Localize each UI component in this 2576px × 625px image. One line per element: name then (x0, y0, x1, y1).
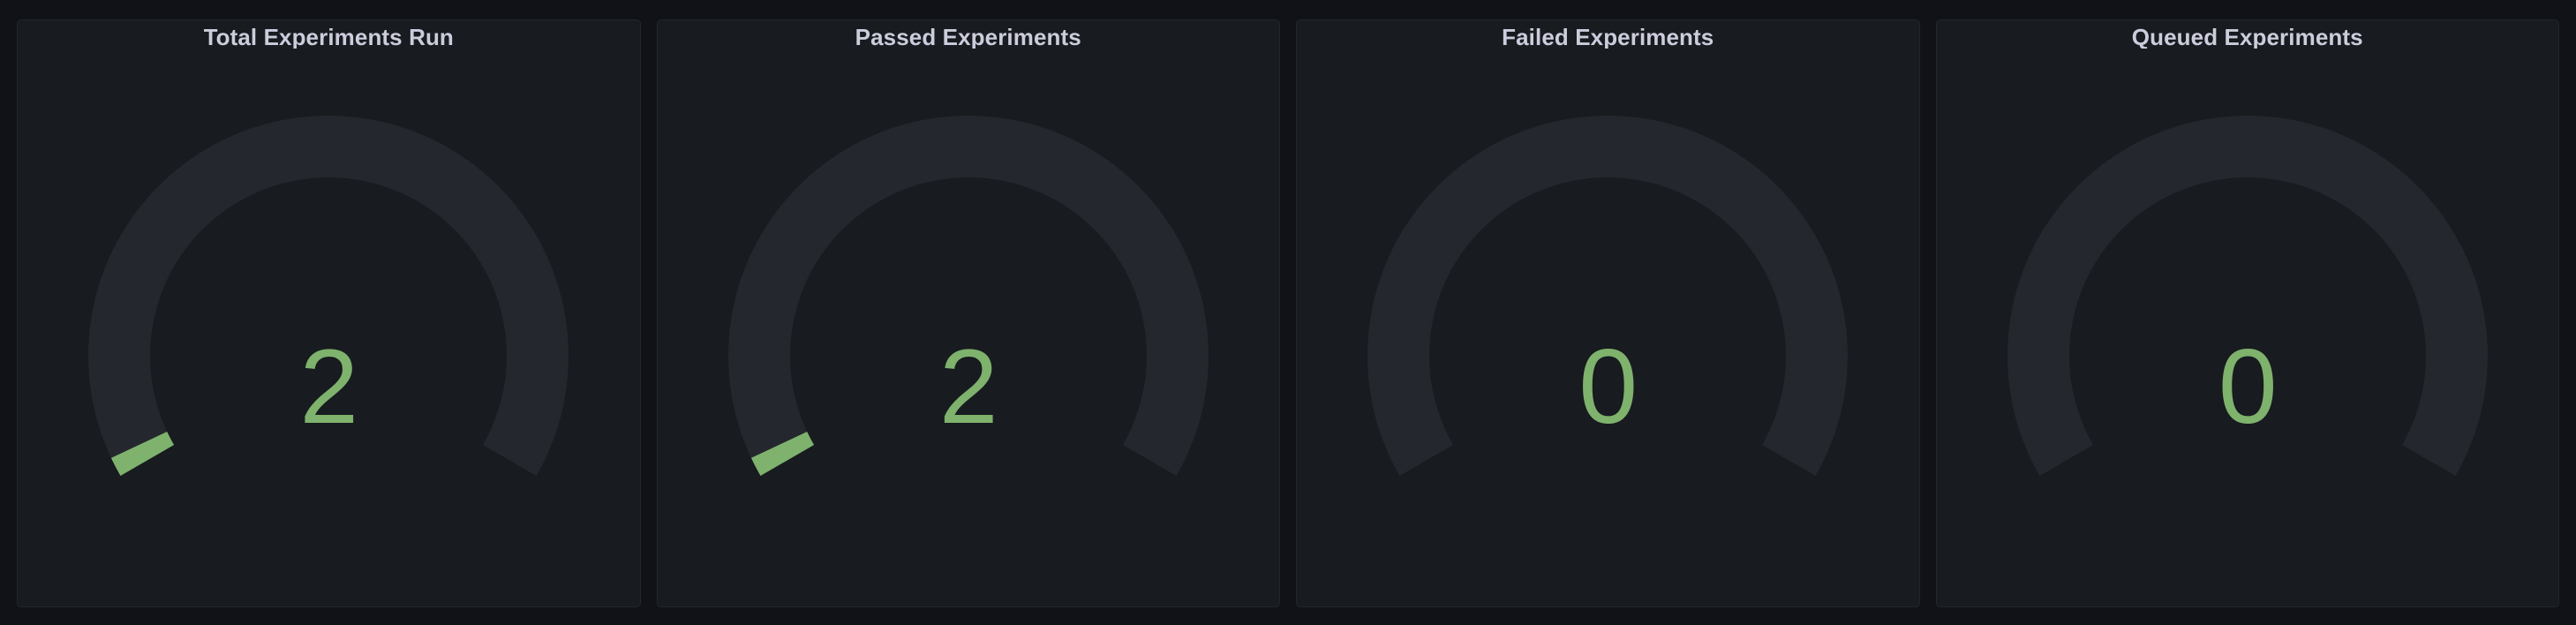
gauge-fill (111, 432, 175, 476)
gauge-panel[interactable]: Queued Experiments 0 (1935, 19, 2559, 607)
panel-body: 2 (658, 54, 1280, 606)
panel-body: 0 (1297, 54, 1919, 606)
panel-title: Queued Experiments (2131, 26, 2363, 49)
gauge: 2 (695, 73, 1242, 568)
panel-title: Passed Experiments (855, 26, 1081, 49)
gauge-fill (750, 432, 814, 476)
gauge-panel[interactable]: Failed Experiments 0 (1296, 19, 1920, 607)
gauge-arc-svg (727, 116, 1209, 477)
panel-header[interactable]: Passed Experiments (658, 20, 1280, 54)
panel-header[interactable]: Failed Experiments (1297, 20, 1919, 54)
gauge-arc-svg (2007, 116, 2488, 477)
gauge-panel[interactable]: Total Experiments Run 2 (17, 19, 641, 607)
panel-body: 0 (1937, 54, 2559, 606)
panel-title: Total Experiments Run (203, 26, 454, 49)
gauge-panel[interactable]: Passed Experiments 2 (656, 19, 1280, 607)
gauge: 0 (1974, 73, 2521, 568)
panel-body: 2 (18, 54, 640, 606)
gauge-track (88, 116, 569, 477)
gauge-track (727, 116, 1209, 477)
panel-header[interactable]: Queued Experiments (1937, 20, 2559, 54)
gauge-arc-svg (1367, 116, 1849, 477)
gauge: 0 (1334, 73, 1881, 568)
panel-title: Failed Experiments (1502, 26, 1714, 49)
gauge-track (1367, 116, 1849, 477)
panel-header[interactable]: Total Experiments Run (18, 20, 640, 54)
gauge-arc-svg (88, 116, 569, 477)
gauge-track (2007, 116, 2488, 477)
gauge: 2 (55, 73, 602, 568)
